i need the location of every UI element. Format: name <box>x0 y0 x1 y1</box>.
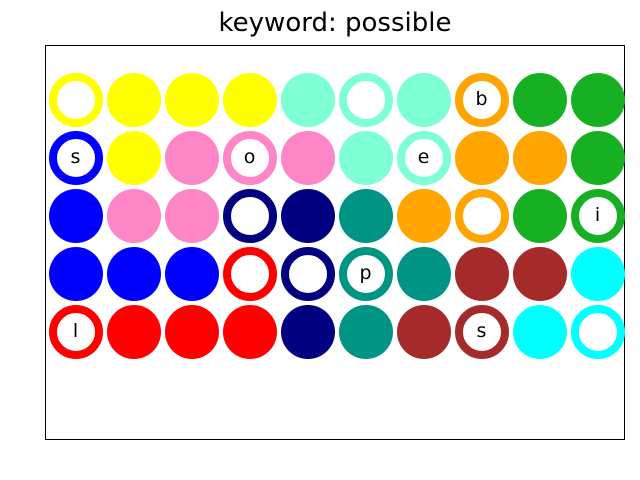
grid-cell-r0-c1[interactable] <box>106 72 161 127</box>
grid-cell-r1-c3[interactable]: o <box>222 130 277 185</box>
grid-cell-r3-c0[interactable] <box>48 246 103 301</box>
grid-cell-r2-c2[interactable] <box>164 188 219 243</box>
cell-letter: s <box>476 320 487 342</box>
grid-cell-r4-c9[interactable] <box>570 304 625 359</box>
grid-cell-r0-c5[interactable] <box>338 72 393 127</box>
grid-cell-r4-c8[interactable] <box>512 304 567 359</box>
cell-letter: b <box>475 88 488 110</box>
grid-cell-r2-c4[interactable] <box>280 188 335 243</box>
grid-cell-r4-c1[interactable] <box>106 304 161 359</box>
grid-cell-r4-c5[interactable] <box>338 304 393 359</box>
grid-cell-r3-c5[interactable]: p <box>338 246 393 301</box>
grid-cell-r1-c7[interactable] <box>454 130 509 185</box>
cell-letter: l <box>72 320 79 342</box>
grid-cell-r3-c9[interactable] <box>570 246 625 301</box>
grid-cell-r1-c4[interactable] <box>280 130 335 185</box>
grid-cell-r0-c8[interactable] <box>512 72 567 127</box>
grid-cell-r2-c8[interactable] <box>512 188 567 243</box>
grid-cell-r2-c5[interactable] <box>338 188 393 243</box>
cell-letter: s <box>70 146 81 168</box>
grid-cell-r3-c4[interactable] <box>280 246 335 301</box>
grid-cell-r1-c1[interactable] <box>106 130 161 185</box>
grid-cell-r1-c5[interactable] <box>338 130 393 185</box>
grid-cell-r3-c3[interactable] <box>222 246 277 301</box>
grid-cell-r3-c7[interactable] <box>454 246 509 301</box>
grid-cell-r0-c3[interactable] <box>222 72 277 127</box>
grid-cell-r1-c2[interactable] <box>164 130 219 185</box>
grid-cell-r2-c0[interactable] <box>48 188 103 243</box>
grid-cell-r1-c9[interactable] <box>570 130 625 185</box>
grid-cell-r3-c8[interactable] <box>512 246 567 301</box>
grid-cell-r2-c9[interactable]: i <box>570 188 625 243</box>
grid-cell-r0-c7[interactable]: b <box>454 72 509 127</box>
cell-letter: o <box>243 146 256 168</box>
puzzle-title: keyword: possible <box>218 8 452 38</box>
grid-cell-r3-c1[interactable] <box>106 246 161 301</box>
grid-cell-r2-c6[interactable] <box>396 188 451 243</box>
grid-cell-r0-c0[interactable] <box>48 72 103 127</box>
grid-cell-r1-c8[interactable] <box>512 130 567 185</box>
grid-cell-r4-c4[interactable] <box>280 304 335 359</box>
cell-letter: e <box>417 146 430 168</box>
grid-cell-r1-c0[interactable]: s <box>48 130 103 185</box>
grid-cell-r0-c6[interactable] <box>396 72 451 127</box>
grid-cell-r3-c6[interactable] <box>396 246 451 301</box>
grid-cell-r0-c4[interactable] <box>280 72 335 127</box>
grid-cell-r4-c0[interactable]: l <box>48 304 103 359</box>
grid-cell-r2-c1[interactable] <box>106 188 161 243</box>
grid-cell-r4-c3[interactable] <box>222 304 277 359</box>
grid-cell-r4-c2[interactable] <box>164 304 219 359</box>
grid-cell-r4-c6[interactable] <box>396 304 451 359</box>
game-board: b s o e i p l s <box>45 45 625 440</box>
cell-letter: i <box>594 204 601 226</box>
grid-cell-r2-c3[interactable] <box>222 188 277 243</box>
grid-cell-r4-c7[interactable]: s <box>454 304 509 359</box>
grid-cell-r3-c2[interactable] <box>164 246 219 301</box>
grid-cell-r0-c2[interactable] <box>164 72 219 127</box>
grid-cell-r2-c7[interactable] <box>454 188 509 243</box>
grid-cell-r1-c6[interactable]: e <box>396 130 451 185</box>
cell-letter: p <box>359 262 372 284</box>
grid-cell-r0-c9[interactable] <box>570 72 625 127</box>
